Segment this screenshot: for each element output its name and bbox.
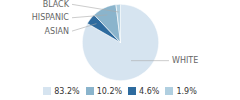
- html-text:4.6%: 4.6%: [139, 86, 160, 96]
- svg-text:WHITE: WHITE: [172, 56, 198, 65]
- html-text:83.2%: 83.2%: [54, 86, 80, 96]
- svg-text:ASIAN: ASIAN: [45, 27, 69, 36]
- html-text:10.2%: 10.2%: [96, 86, 123, 96]
- svg-text:BLACK: BLACK: [43, 0, 70, 9]
- html-text:1.9%: 1.9%: [176, 86, 197, 96]
- svg-text:HISPANIC: HISPANIC: [32, 13, 70, 22]
